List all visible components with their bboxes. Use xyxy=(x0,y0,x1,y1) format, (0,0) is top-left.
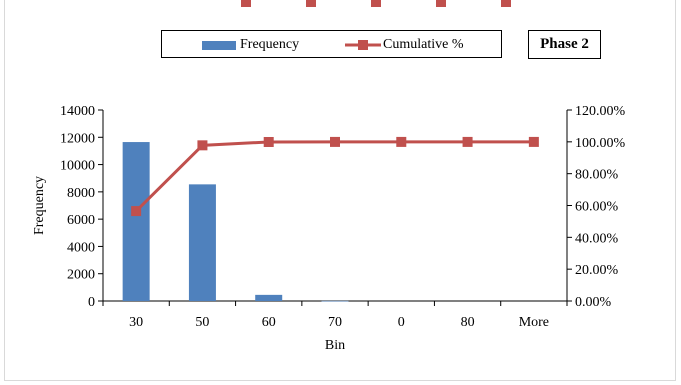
top-clipped-markers xyxy=(241,0,511,7)
bar xyxy=(122,142,150,301)
x-tick-label: 30 xyxy=(129,315,143,330)
frequency-bars xyxy=(122,142,349,302)
x-tick-label: 80 xyxy=(461,315,475,330)
legend-label-frequency: Frequency xyxy=(240,37,300,52)
x-tick-label: 50 xyxy=(195,315,209,330)
bar xyxy=(255,294,283,301)
clipped-marker xyxy=(306,0,316,7)
x-axis-title: Bin xyxy=(325,338,345,353)
y-tick-label-left: 10000 xyxy=(60,159,95,174)
y-tick-label-left: 6000 xyxy=(67,213,95,228)
axis-labels: 0 2000 4000 6000 8000 10000 12000 14000 0.00% 20.… xyxy=(32,104,626,353)
legend-item-cumulative: Cumulative % xyxy=(345,31,464,59)
cumulative-point xyxy=(131,206,142,217)
y-tick-label-right: 60.00% xyxy=(575,200,619,215)
clipped-marker xyxy=(501,0,511,7)
cumulative-point xyxy=(528,136,539,147)
legend-label-cumulative: Cumulative % xyxy=(383,37,464,52)
cumulative-line xyxy=(131,136,539,217)
cumulative-point xyxy=(462,136,473,147)
clipped-marker xyxy=(371,0,381,7)
clipped-marker xyxy=(241,0,251,7)
y-tick-label-left: 0 xyxy=(88,295,95,310)
y-tick-label-left: 12000 xyxy=(60,131,95,146)
y-tick-label-left: 4000 xyxy=(67,240,95,255)
y-tick-label-right: 100.00% xyxy=(575,136,626,151)
clipped-marker xyxy=(436,0,446,7)
cumulative-point xyxy=(396,136,407,147)
legend-item-frequency: Frequency xyxy=(202,31,299,59)
y-tick-label-right: 80.00% xyxy=(575,168,619,183)
x-tick-label: 70 xyxy=(328,315,342,330)
y-tick-label-right: 40.00% xyxy=(575,231,619,246)
cumulative-point xyxy=(263,136,274,147)
y-tick-label-right: 20.00% xyxy=(575,263,619,278)
bar xyxy=(188,184,216,301)
y-tick-label-left: 14000 xyxy=(60,104,95,119)
y-tick-label-left: 2000 xyxy=(67,268,95,283)
chart-frame xyxy=(4,0,676,381)
legend-swatch-frequency xyxy=(202,40,236,50)
x-tick-label: 60 xyxy=(262,315,276,330)
legend-swatch-cumulative xyxy=(345,40,381,50)
y-tick-label-right: 120.00% xyxy=(575,104,626,119)
cumulative-point xyxy=(197,140,208,151)
y-tick-label-right: 0.00% xyxy=(575,295,612,310)
x-tick-label: 0 xyxy=(398,315,405,330)
y-axis-title: Frequency xyxy=(32,176,47,235)
x-tick-label: More xyxy=(519,315,549,330)
bar xyxy=(321,300,349,302)
y-tick-label-left: 8000 xyxy=(67,186,95,201)
phase-label: Phase 2 xyxy=(528,30,601,59)
legend: Frequency Cumulative % xyxy=(161,30,502,58)
cumulative-point xyxy=(330,136,340,147)
